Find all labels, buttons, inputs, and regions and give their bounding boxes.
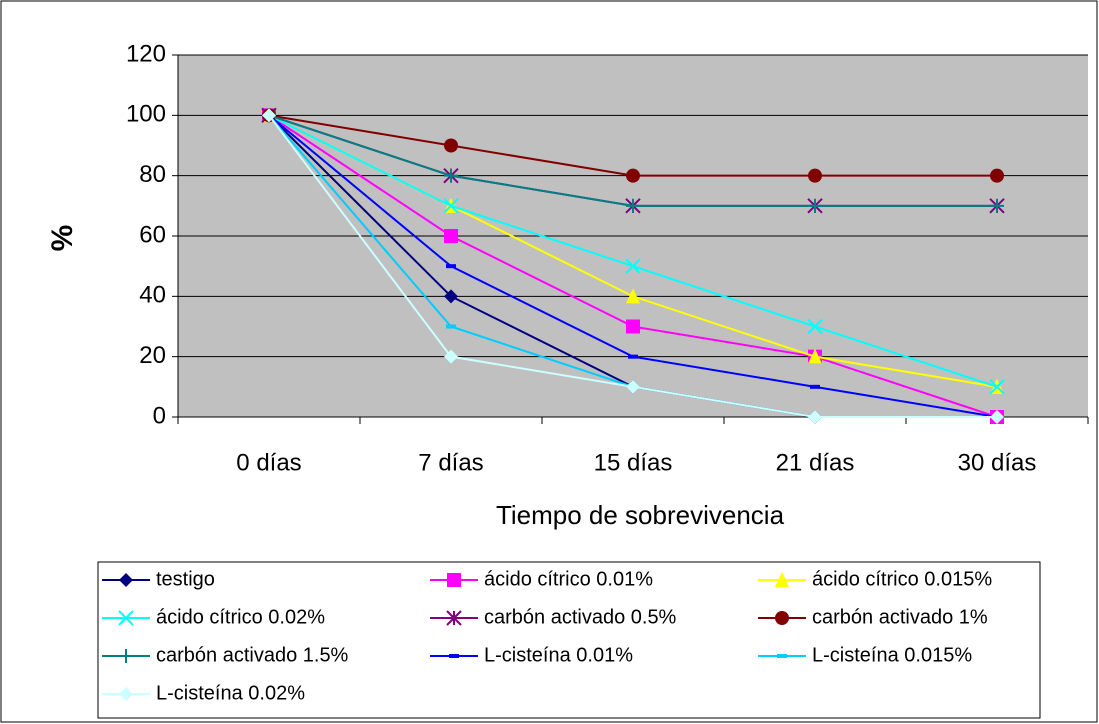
legend-label: L-cisteína 0.015%	[812, 644, 972, 666]
data-point	[990, 198, 1004, 213]
data-point	[626, 198, 640, 213]
x-tick-label: 0 días	[236, 449, 301, 476]
legend-label: L-cisteína 0.01%	[484, 644, 633, 666]
x-tick-label: 15 días	[594, 449, 673, 476]
data-point	[625, 258, 641, 274]
legend-marker	[777, 654, 787, 658]
y-tick-label: 20	[139, 342, 166, 369]
legend-marker	[119, 649, 133, 663]
y-tick-label: 40	[139, 282, 166, 309]
legend-label: carbón activado 0.5%	[484, 606, 677, 628]
data-point	[989, 379, 1005, 395]
data-point	[808, 410, 822, 424]
y-tick-label: 120	[126, 40, 166, 67]
x-tick-label: 21 días	[776, 449, 855, 476]
data-point	[626, 168, 640, 183]
data-point	[626, 288, 640, 304]
data-point	[446, 264, 456, 269]
data-point	[990, 410, 1004, 424]
legend-label: carbón activado 1%	[812, 606, 988, 628]
legend-marker	[118, 610, 134, 626]
legend-label: L-cisteína 0.02%	[156, 682, 305, 704]
data-point	[262, 108, 276, 123]
x-axis-label: Tiempo de sobrevivencia	[496, 500, 785, 530]
y-tick-label: 100	[126, 101, 166, 128]
data-point	[808, 348, 822, 364]
y-tick-label: 0	[153, 402, 166, 429]
y-axis-label: %	[46, 225, 79, 252]
legend-marker	[446, 610, 462, 626]
data-point	[808, 198, 822, 213]
legend-marker	[775, 611, 789, 625]
legend-label: ácido cítrico 0.02%	[156, 606, 325, 628]
data-point	[443, 198, 459, 214]
y-tick-label: 80	[139, 161, 166, 188]
x-tick-label: 30 días	[958, 449, 1037, 476]
legend-marker	[449, 654, 459, 658]
legend-label: ácido cítrico 0.01%	[484, 568, 653, 590]
data-point	[444, 168, 458, 183]
legend-label: carbón activado 1.5%	[156, 644, 349, 666]
data-point	[626, 379, 640, 394]
legend-marker	[447, 573, 461, 587]
data-point	[628, 354, 638, 359]
data-point	[808, 168, 822, 183]
legend-marker	[119, 573, 133, 587]
x-tick-label: 7 días	[418, 449, 483, 476]
legend-marker	[119, 687, 133, 701]
legend-marker	[775, 572, 789, 587]
legend-label: ácido cítrico 0.015%	[812, 568, 992, 590]
data-point	[444, 289, 458, 304]
legend	[97, 561, 1041, 719]
data-point	[444, 138, 458, 153]
data-point	[626, 319, 640, 334]
data-point	[810, 384, 820, 389]
data-point	[807, 318, 823, 335]
data-point	[446, 324, 456, 329]
legend-label: testigo	[156, 568, 215, 590]
data-point	[444, 349, 458, 364]
data-point	[444, 229, 458, 243]
data-point	[990, 168, 1004, 183]
y-tick-label: 60	[139, 221, 166, 248]
